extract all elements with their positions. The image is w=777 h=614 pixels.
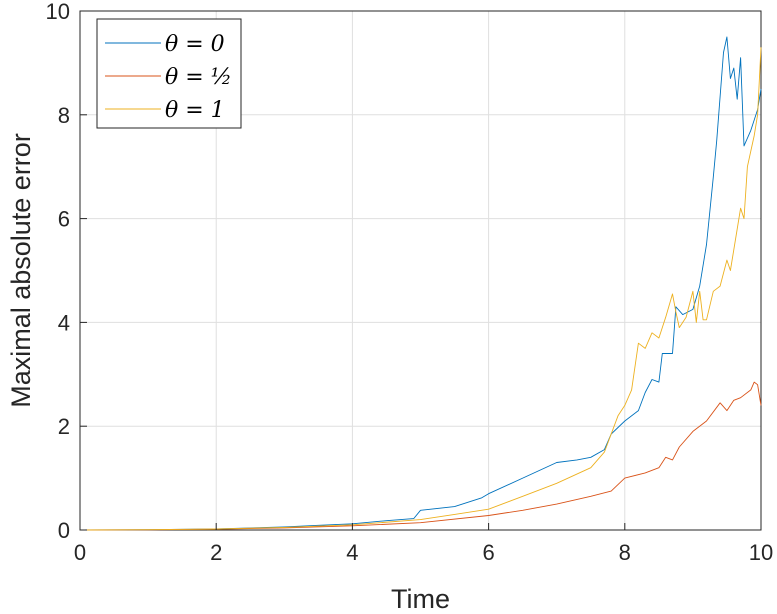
y-axis-label: Maximal absolute error <box>6 133 36 408</box>
legend-label-1: θ = ½ <box>165 65 232 90</box>
legend-label-2: θ = 1 <box>165 98 225 123</box>
y-tick-label: 2 <box>58 414 70 439</box>
x-tick-label: 0 <box>74 540 86 565</box>
plot-frame <box>79 10 762 531</box>
y-tick-label: 8 <box>58 103 70 128</box>
x-tick-label: 8 <box>619 540 631 565</box>
y-tick-label: 6 <box>58 207 70 232</box>
legend-items: θ = 0 θ = ½ θ = 1 <box>105 32 232 123</box>
y-axis-ticks: 0 2 4 6 8 10 <box>46 0 87 543</box>
y-tick-label: 10 <box>46 0 70 24</box>
x-tick-label: 6 <box>482 540 494 565</box>
x-tick-label: 2 <box>210 540 222 565</box>
series-line-1 <box>79 381 762 531</box>
x-tick-label: 4 <box>346 540 358 565</box>
legend-label-0: θ = 0 <box>165 32 225 57</box>
legend-box <box>96 18 242 129</box>
y-tick-label: 4 <box>58 310 70 335</box>
series-layer <box>79 36 762 531</box>
x-axis-label: Time <box>391 584 450 614</box>
legend: θ = 0 θ = ½ θ = 1 <box>96 18 242 129</box>
x-axis-ticks: 0 2 4 6 8 10 <box>74 523 773 565</box>
series-line-0 <box>79 36 762 531</box>
series-line-2 <box>79 47 762 531</box>
x-tick-label: 10 <box>749 540 773 565</box>
y-tick-label: 0 <box>58 518 70 543</box>
